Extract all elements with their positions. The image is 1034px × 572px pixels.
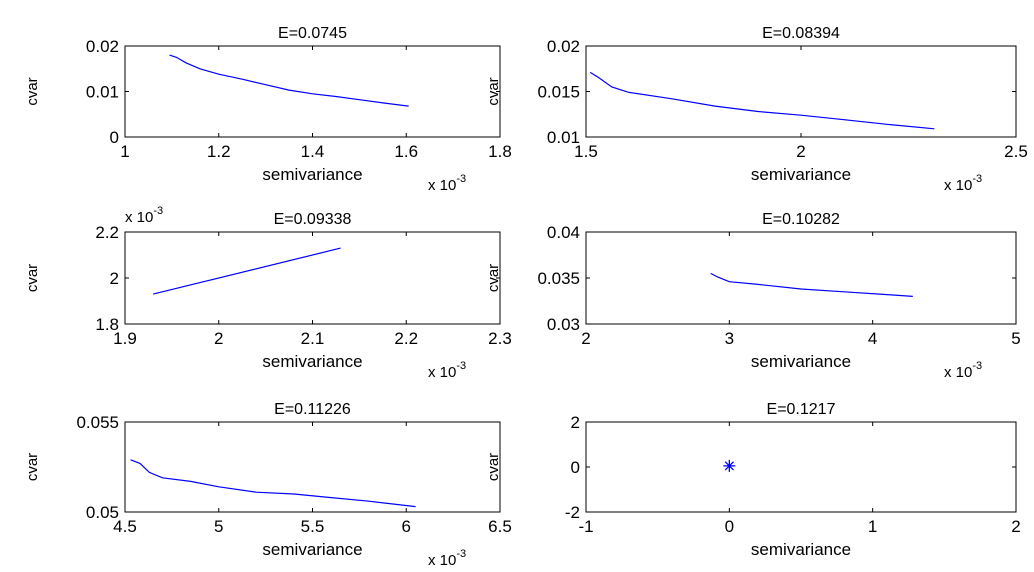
y-axis-label: cvar: [485, 453, 502, 481]
subplot-2: 1.5 2 2.5 0.01 0.015 0.02 E=0.08394 semivarianc…: [485, 25, 1028, 194]
x-tick-label: 1.4: [301, 142, 325, 161]
x-exponent-power: -3: [972, 173, 982, 185]
y-exponent-base: x 10: [125, 209, 153, 226]
y-tick-label: 2: [110, 269, 119, 288]
x-tick-label: 1.9: [113, 329, 137, 348]
subplot-title: E=0.08394: [762, 25, 840, 42]
series-line: [130, 459, 416, 508]
x-exponent-label: x 10-3: [944, 360, 982, 381]
x-tick-label: 2.5: [1004, 142, 1028, 161]
x-exponent-base: x 10: [428, 364, 456, 381]
series-line: [152, 247, 341, 295]
x-tick-label: 5: [214, 517, 223, 536]
axes-frame: [124, 421, 501, 513]
x-tick-label: 1: [868, 517, 877, 536]
y-axis-label: cvar: [24, 77, 41, 105]
axes-frame: [585, 231, 1017, 325]
x-exponent-base: x 10: [944, 364, 972, 381]
y-exponent-power: -3: [153, 205, 163, 217]
x-tick-label: 1.2: [207, 142, 231, 161]
x-exponent-power: -3: [456, 173, 466, 185]
y-tick-label: 0: [110, 128, 119, 147]
y-axis-label: cvar: [24, 453, 41, 481]
axes-frame: [585, 421, 1017, 513]
x-exponent-power: -3: [456, 360, 466, 372]
y-tick-label: 0: [571, 458, 580, 477]
y-tick-label: 0.04: [547, 223, 580, 242]
y-tick-label: 0.015: [537, 83, 580, 102]
y-tick-label: 2: [571, 413, 580, 432]
y-tick-label: 2.2: [95, 223, 119, 242]
y-tick-label: 0.01: [547, 128, 580, 147]
subplot-4: 2 3 4 5 0.03 0.035 0.04 E=0.10282 semivariance cv…: [485, 211, 1021, 381]
subplot-title: E=0.11226: [274, 401, 351, 418]
x-tick-label: 2.1: [301, 329, 325, 348]
y-axis-label: cvar: [485, 77, 502, 105]
subplot-6: -1 0 1 2 -2 0 2 E=0.1217 semivariance cvar: [485, 401, 1021, 559]
x-tick-label: 5: [1011, 329, 1020, 348]
x-tick-label: 4.5: [113, 517, 137, 536]
x-tick-label: 2.2: [394, 329, 418, 348]
star-marker: [723, 459, 736, 472]
x-tick-label: 2: [1011, 517, 1020, 536]
x-tick-label: 2: [581, 329, 590, 348]
data-point: [723, 459, 736, 472]
x-tick-label: 1: [120, 142, 129, 161]
y-tick-label: 0.02: [547, 37, 580, 56]
subplot-title: E=0.10282: [762, 211, 840, 228]
x-tick-label: -1: [578, 517, 593, 536]
subplot-5: 4.5 5 5.5 6 6.5 0.05 0.055 E=0.11226 semivarianc…: [24, 401, 512, 569]
subplot-1: 1 1.2 1.4 1.6 1.8 0 0.01 0.02 E=0.0745 semivarian…: [24, 25, 512, 194]
y-tick-label: -2: [565, 503, 580, 522]
x-tick-label: 6.5: [488, 517, 512, 536]
y-tick-label: 0.035: [537, 269, 580, 288]
axes-frame: [585, 45, 1017, 138]
y-axis-label: cvar: [24, 264, 41, 292]
x-tick-label: 5.5: [301, 517, 325, 536]
x-tick-label: 2: [214, 329, 223, 348]
subplot-title: E=0.09338: [274, 211, 352, 228]
x-axis-label: semivariance: [751, 352, 851, 371]
x-exponent-label: x 10-3: [428, 548, 466, 569]
x-tick-label: 1.8: [488, 142, 512, 161]
x-exponent-label: x 10-3: [428, 173, 466, 194]
x-exponent-power: -3: [456, 548, 466, 560]
axes-frame: [124, 45, 501, 138]
x-tick-label: 3: [725, 329, 734, 348]
y-tick-label: 0.03: [547, 315, 580, 334]
x-tick-label: 1.5: [574, 142, 598, 161]
x-axis-label: semivariance: [751, 540, 851, 559]
x-exponent-label: x 10-3: [944, 173, 982, 194]
series-line: [710, 272, 913, 297]
x-exponent-base: x 10: [944, 177, 972, 194]
x-tick-label: 1.6: [394, 142, 418, 161]
x-axis-label: semivariance: [262, 165, 362, 184]
y-tick-label: 0.02: [86, 37, 119, 56]
x-axis-label: semivariance: [262, 352, 362, 371]
x-tick-label: 2.3: [488, 329, 512, 348]
y-tick-label: 0.01: [86, 83, 119, 102]
series-line: [589, 71, 935, 130]
subplot-title: E=0.1217: [767, 401, 836, 418]
y-tick-label: 1.8: [95, 315, 119, 334]
x-exponent-base: x 10: [428, 552, 456, 569]
x-tick-label: 0: [725, 517, 734, 536]
x-tick-label: 6: [402, 517, 411, 536]
series-line: [169, 54, 409, 107]
x-axis-label: semivariance: [751, 165, 851, 184]
y-exponent-label: x 10-3: [125, 205, 163, 226]
x-tick-label: 4: [868, 329, 877, 348]
x-axis-label: semivariance: [262, 540, 362, 559]
axes-frame: [124, 231, 501, 325]
y-tick-label: 0.05: [86, 503, 119, 522]
x-exponent-label: x 10-3: [428, 360, 466, 381]
subplot-3: 1.9 2 2.1 2.2 2.3 1.8 2 2.2 E=0.09338 semivarianc…: [24, 205, 512, 381]
y-axis-label: cvar: [485, 264, 502, 292]
x-exponent-power: -3: [972, 360, 982, 372]
subplot-title: E=0.0745: [278, 25, 347, 42]
x-exponent-base: x 10: [428, 177, 456, 194]
y-tick-label: 0.055: [76, 413, 119, 432]
x-tick-label: 2: [796, 142, 805, 161]
